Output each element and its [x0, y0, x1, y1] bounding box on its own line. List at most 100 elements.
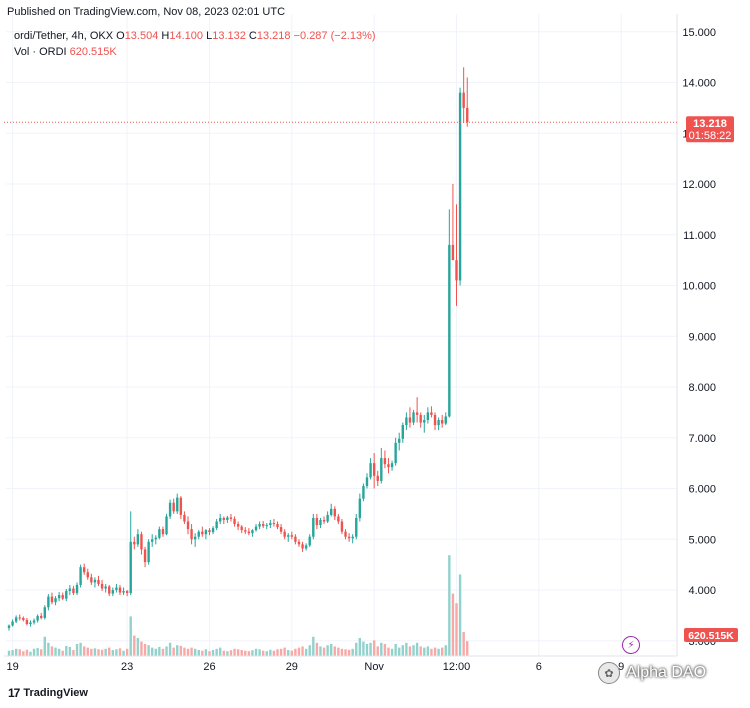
candle-body — [36, 615, 39, 621]
candle — [358, 493, 362, 522]
lightning-icon[interactable]: ⚡ — [622, 636, 640, 654]
candle-body — [154, 537, 157, 540]
candle-body — [315, 517, 319, 526]
volume-bar — [369, 642, 372, 656]
volume-bar — [362, 641, 365, 656]
candle-body — [211, 528, 215, 533]
volume-row: Vol · ORDI 620.515K — [14, 44, 376, 60]
candle-body — [108, 586, 111, 594]
x-tick-label: 19 — [6, 661, 18, 673]
candle — [208, 528, 211, 536]
candle-body — [143, 549, 147, 563]
volume-bar — [115, 649, 118, 656]
candle-body — [322, 519, 326, 522]
candle-body — [129, 541, 132, 594]
candle — [254, 524, 258, 532]
volume-bar — [412, 645, 415, 656]
tradingview-brand[interactable]: 17 TradingView — [8, 686, 88, 700]
volume-bar — [358, 638, 362, 656]
candle-body — [43, 607, 46, 618]
candle — [193, 533, 197, 547]
volume-bar — [337, 647, 340, 656]
candle-body — [347, 536, 351, 539]
volume-bar — [437, 648, 440, 656]
candle-body — [72, 588, 75, 594]
volume-bar — [93, 648, 97, 656]
candle-body — [161, 529, 165, 535]
candle — [50, 592, 54, 605]
grid-lines — [6, 14, 677, 656]
candle — [394, 437, 397, 466]
candle-body — [125, 591, 129, 594]
candle-body — [398, 438, 401, 443]
volume-bar — [415, 642, 419, 656]
candle — [125, 590, 129, 597]
candle-body — [269, 523, 272, 526]
x-tick-label: 6 — [536, 661, 542, 673]
candle — [419, 412, 422, 428]
volume-bar — [451, 593, 455, 656]
watermark-text: Alpha DAO — [626, 664, 707, 681]
candle-body — [183, 514, 186, 522]
volume-bar — [344, 649, 347, 656]
volume-bar — [297, 647, 301, 656]
volume-bar — [133, 635, 136, 656]
candle-body — [372, 463, 376, 476]
candle — [165, 513, 168, 536]
candle — [233, 516, 236, 527]
candle — [197, 530, 200, 540]
x-tick-label: 9 — [618, 661, 624, 673]
volume-bar — [11, 650, 14, 656]
volume-bar — [294, 648, 297, 656]
candle-body — [426, 412, 430, 421]
volume-bar — [104, 648, 107, 656]
candle-body — [90, 577, 93, 583]
volume-bar — [269, 649, 272, 656]
chart-legend: ordi/Tether, 4h, OKX O13.504 H14.100 L13… — [14, 28, 376, 60]
candle — [72, 585, 75, 596]
candle-body — [451, 244, 455, 261]
candle-body — [265, 525, 268, 527]
volume-bar — [387, 647, 390, 656]
volume-bar — [423, 647, 426, 656]
candle — [54, 596, 57, 606]
candle-body — [118, 587, 122, 593]
candle — [433, 412, 437, 431]
candle — [40, 612, 43, 620]
candle-body — [419, 414, 422, 423]
volume-bar — [426, 646, 430, 656]
volume-bar — [140, 641, 143, 656]
candle — [204, 529, 208, 540]
candle — [326, 511, 329, 524]
symbol-label[interactable]: ordi/Tether, 4h, OKX — [14, 30, 114, 42]
volume-bar — [272, 650, 276, 656]
candle — [462, 67, 465, 124]
candle-body — [197, 531, 200, 537]
volume-bar — [118, 648, 122, 656]
candle — [222, 516, 225, 525]
candle-body — [294, 536, 297, 542]
candle — [32, 618, 36, 625]
volume-bar — [401, 645, 404, 656]
high-value: 14.100 — [169, 30, 204, 42]
volume-bar — [201, 650, 204, 656]
volume-bar — [258, 649, 261, 656]
volume-bar — [301, 646, 304, 656]
candle — [272, 518, 276, 527]
volume-label[interactable]: Vol · ORDI — [14, 46, 67, 58]
candle-body — [179, 497, 183, 515]
volume-bar — [408, 646, 412, 656]
volume-bar — [43, 636, 46, 656]
candle-body — [444, 416, 447, 424]
candle-body — [261, 524, 265, 527]
close-label: C — [248, 30, 257, 42]
candle — [14, 615, 18, 624]
candle — [401, 422, 404, 443]
volume-bar — [233, 648, 236, 656]
candle — [229, 513, 233, 522]
volume-bar — [193, 648, 197, 656]
candle — [423, 414, 426, 433]
candle — [347, 533, 351, 542]
candle — [301, 541, 304, 552]
